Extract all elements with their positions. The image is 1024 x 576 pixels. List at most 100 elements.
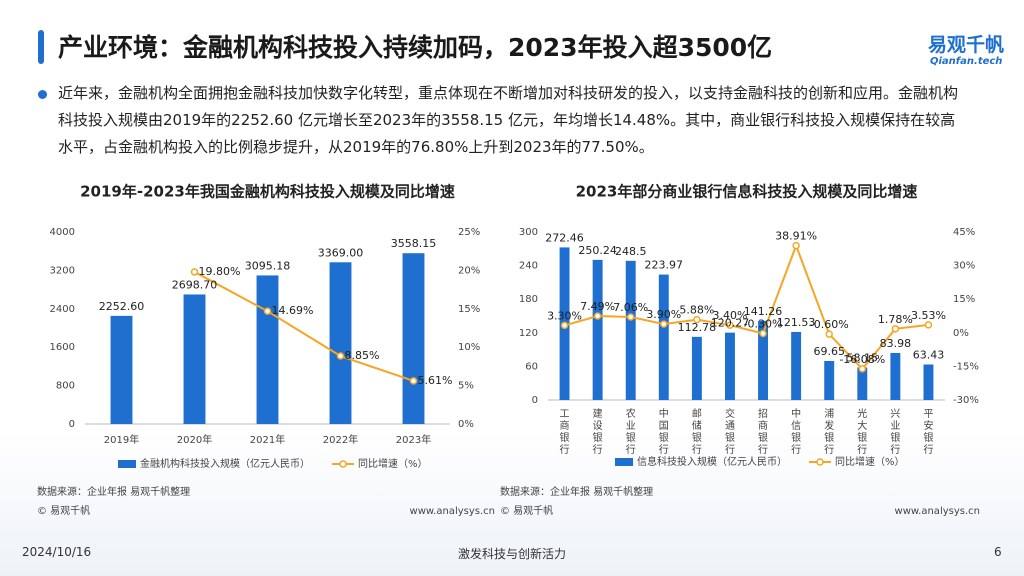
data-label: 3.40%: [712, 309, 747, 322]
legend-swatch-point: [816, 458, 824, 466]
y2-tick-label: 5%: [458, 381, 474, 392]
chart-title: 2023年部分商业银行信息科技投入规模及同比增速: [576, 183, 918, 201]
x-tick-label: 2020年: [177, 433, 212, 446]
x-tick-label: 中信银行: [791, 407, 801, 456]
y-tick-label: 1600: [50, 342, 75, 353]
line-point: [792, 241, 800, 250]
bar: [329, 262, 352, 424]
bar: [592, 259, 603, 400]
line-point: [825, 330, 833, 338]
data-label: 120.27: [711, 317, 750, 330]
line-point: [263, 307, 272, 315]
y-tick-label: 2400: [50, 304, 75, 315]
bar: [758, 320, 769, 400]
x-tick-label: 2023年: [396, 433, 431, 446]
data-label: 112.78: [678, 321, 717, 334]
bar: [791, 331, 802, 400]
data-label: 248.5: [615, 245, 647, 258]
data-label: 121.53: [777, 316, 816, 329]
bar: [110, 315, 133, 424]
y-tick-label: 180: [519, 294, 538, 305]
chart-title: 2019年-2023年我国金融机构科技投入规模及同比增速: [80, 183, 455, 201]
y-tick-label: 4000: [50, 227, 75, 238]
x-tick-label: 中国银行: [659, 407, 669, 456]
line: [194, 271, 414, 382]
legend-swatch: [615, 458, 633, 466]
line-point: [190, 268, 199, 276]
data-label: 7.06%: [613, 301, 648, 314]
bullet: [38, 90, 47, 99]
y2-tick-label: 10%: [458, 342, 480, 353]
source: 数据来源：企业年报 易观千帆整理: [500, 485, 653, 498]
data-label: 250.24: [578, 244, 617, 257]
y-tick-label: 0: [532, 395, 538, 406]
x-tick-label: 工商银行: [560, 409, 570, 456]
copyright: © 易观千帆: [37, 504, 90, 517]
data-label: 3558.15: [391, 237, 437, 250]
bar: [402, 253, 425, 424]
line-point: [560, 321, 569, 330]
data-label: 38.91%: [775, 230, 817, 243]
x-tick-label: 浦发银行: [824, 407, 834, 456]
y-tick-label: 120: [519, 328, 538, 339]
page-number: 6: [994, 545, 1002, 559]
source: 数据来源：企业年报 易观千帆整理: [37, 485, 190, 498]
y2-tick-label: 15%: [953, 294, 975, 305]
data-label: 3.90%: [646, 308, 681, 321]
y2-tick-label: 20%: [458, 265, 480, 276]
footer-text: 激发科技与创新活力: [457, 547, 566, 561]
y-tick-label: 800: [56, 381, 75, 392]
bar: [256, 275, 279, 424]
legend-swatch-point: [339, 460, 347, 468]
data-label: 1.78%: [878, 313, 913, 326]
line-point: [336, 352, 345, 360]
paragraph: 近年来，金融机构全面拥抱金融科技加快数字化转型，重点体现在不断增加对科技研发的投…: [58, 84, 959, 156]
bar: [691, 336, 702, 400]
line-point: [660, 320, 668, 328]
data-label: 3369.00: [318, 246, 364, 259]
x-tick-label: 农业银行: [626, 407, 636, 456]
y2-tick-label: 0%: [458, 419, 474, 430]
x-tick-label: 2021年: [250, 433, 285, 446]
y2-tick-label: 25%: [458, 227, 480, 238]
title-accent: [38, 30, 44, 64]
logo: 易观千帆: [928, 34, 1005, 56]
y-tick-label: 60: [525, 361, 538, 372]
x-tick-label: 邮储银行: [692, 407, 702, 456]
y2-tick-label: 0%: [953, 328, 969, 339]
y2-tick-label: 15%: [458, 304, 480, 315]
data-label: 7.49%: [580, 300, 615, 313]
legend-swatch: [118, 460, 136, 468]
y-tick-label: 3200: [50, 265, 75, 276]
data-label: 3.30%: [547, 309, 582, 322]
line-point: [626, 313, 635, 321]
data-label: 2252.60: [99, 300, 145, 313]
bar: [890, 352, 901, 400]
y2-tick-label: 45%: [953, 227, 975, 238]
line-point: [924, 321, 933, 329]
bar: [824, 360, 835, 400]
data-label: 83.98: [880, 337, 912, 350]
line-point: [693, 315, 701, 324]
data-label: 19.80%: [199, 265, 241, 278]
legend-label: 同比增速（%）: [835, 455, 905, 468]
y-tick-label: 0: [69, 419, 75, 430]
bar: [625, 260, 636, 400]
logo-subtitle: Qianfan.tech: [930, 56, 1003, 67]
line-point: [858, 365, 867, 373]
data-label: 141.26: [744, 305, 783, 318]
data-label: -0.30%: [744, 317, 783, 330]
copyright: © 易观千帆: [500, 504, 553, 517]
line-point: [726, 321, 734, 329]
data-label: 63.43: [913, 348, 945, 361]
bar: [857, 367, 868, 400]
data-label: 3.53%: [911, 309, 946, 322]
data-label: 5.61%: [418, 374, 453, 387]
x-tick-label: 交通银行: [725, 407, 735, 456]
line-point: [759, 329, 767, 338]
bar: [658, 274, 669, 400]
data-label: 3095.18: [245, 259, 291, 272]
data-label: -16.08%: [839, 353, 885, 366]
